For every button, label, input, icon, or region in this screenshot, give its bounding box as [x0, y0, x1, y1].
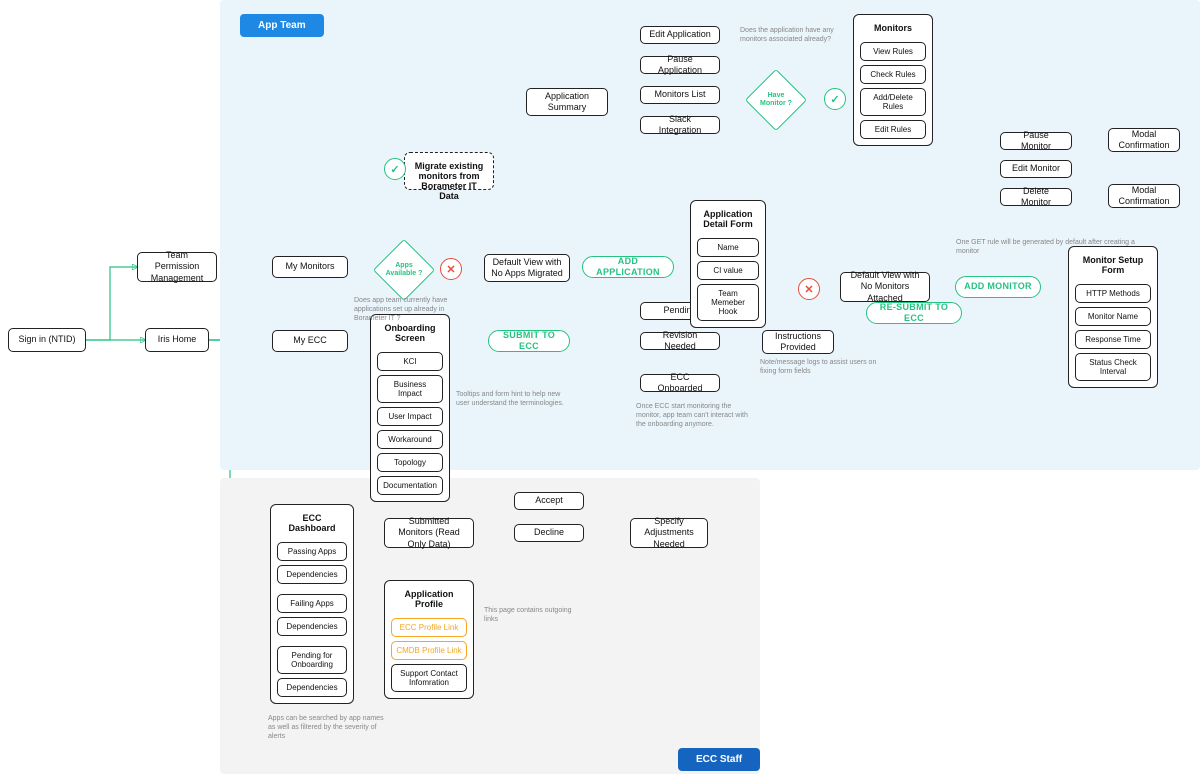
node-accept: Accept — [514, 492, 584, 510]
note-n1: Does app team currently have application… — [354, 296, 464, 323]
node-modal2: Modal Confirmation — [1108, 184, 1180, 208]
node-slack: Slack Integration — [640, 116, 720, 134]
decision-label: Have Monitor ? — [755, 79, 797, 121]
panel-item: KCI — [377, 352, 443, 371]
node-editmon: Edit Monitor — [1000, 160, 1072, 178]
check-icon: ✓ — [824, 88, 846, 110]
node-editapp: Edit Application — [640, 26, 720, 44]
node-appsummary: Application Summary — [526, 88, 608, 116]
decision-label: Apps Available ? — [383, 249, 425, 291]
panel-migrate: Migrate existing monitors from Borameter… — [404, 152, 494, 190]
panel-item: Business Impact — [377, 375, 443, 403]
note-n3: Once ECC start monitoring the monitor, a… — [636, 402, 756, 429]
panel-item: Failing Apps — [277, 594, 347, 613]
node-monlist: Monitors List — [640, 86, 720, 104]
panel-item: Support Contact Infomration — [391, 664, 467, 692]
panel-title: ECC Dashboard — [277, 511, 347, 538]
panel-monitors: Monitors View Rules Check Rules Add/Delete … — [853, 14, 933, 146]
edge — [86, 267, 137, 340]
note-n5: Does the application have any monitors a… — [740, 26, 840, 44]
panel-item: CMDB Profile Link — [391, 641, 467, 660]
panel-title: Monitor Setup Form — [1075, 253, 1151, 280]
node-spec: Specify Adjustments Needed — [630, 518, 708, 548]
panel-item: Edit Rules — [860, 120, 926, 139]
note-n6: One GET rule will be generated by defaul… — [956, 238, 1146, 256]
panel-title: Onboarding Screen — [377, 321, 443, 348]
node-pausemon: Pause Monitor — [1000, 132, 1072, 150]
panel-item: Name — [697, 238, 759, 257]
node-myecc: My ECC — [272, 330, 348, 352]
panel-title: Migrate existing monitors from Borameter… — [411, 159, 487, 206]
zone-ecc-label: ECC Staff — [678, 748, 760, 771]
panel-title: Application Profile — [391, 587, 467, 614]
panel-item: Team Memeber Hook — [697, 284, 759, 321]
node-submitecc: SUBMIT TO ECC — [488, 330, 570, 352]
node-mymonitors: My Monitors — [272, 256, 348, 278]
panel-title: Monitors — [860, 21, 926, 38]
panel-item: ECC Profile Link — [391, 618, 467, 637]
node-modal1: Modal Confirmation — [1108, 128, 1180, 152]
node-delmon: Delete Monitor — [1000, 188, 1072, 206]
cross-icon: ✕ — [798, 278, 820, 300]
note-n4: Note/message logs to assist users on fix… — [760, 358, 880, 376]
panel-item: User Impact — [377, 407, 443, 426]
panel-item: Response Time — [1075, 330, 1151, 349]
note-n8: This page contains outgoing links — [484, 606, 574, 624]
node-instr: Instructions Provided — [762, 330, 834, 354]
node-pauseapp: Pause Application — [640, 56, 720, 74]
panel-item: Add/Delete Rules — [860, 88, 926, 116]
node-decline: Decline — [514, 524, 584, 542]
node-signin: Sign in (NTID) — [8, 328, 86, 352]
node-defaultmon: Default View with No Monitors Attached — [840, 272, 930, 302]
panel-item: Passing Apps — [277, 542, 347, 561]
node-irishome: Iris Home — [145, 328, 209, 352]
node-submittedm: Submitted Monitors (Read Only Data) — [384, 518, 474, 548]
cross-icon: ✕ — [440, 258, 462, 280]
panel-appprof: Application Profile ECC Profile Link CMDB … — [384, 580, 474, 699]
panel-item: CI value — [697, 261, 759, 280]
panel-item: View Rules — [860, 42, 926, 61]
panel-onboard: Onboarding Screen KCI Business Impact User … — [370, 314, 450, 502]
panel-title: Application Detail Form — [697, 207, 759, 234]
panel-item: Dependencies — [277, 678, 347, 697]
panel-item: Topology — [377, 453, 443, 472]
panel-item: Status Check Interval — [1075, 353, 1151, 381]
panel-item: HTTP Methods — [1075, 284, 1151, 303]
panel-item: Documentation — [377, 476, 443, 495]
zone-app-label: App Team — [240, 14, 324, 37]
node-addapp: ADD APPLICATION — [582, 256, 674, 278]
panel-item: Monitor Name — [1075, 307, 1151, 326]
panel-eccdash: ECC Dashboard Passing Apps Dependencies Fai… — [270, 504, 354, 704]
node-eccon: ECC Onboarded — [640, 374, 720, 392]
check-icon: ✓ — [384, 158, 406, 180]
panel-item: Dependencies — [277, 565, 347, 584]
node-revision: Revision Needed — [640, 332, 720, 350]
panel-appdetail: Application Detail Form Name CI value Team … — [690, 200, 766, 328]
panel-monsetup: Monitor Setup Form HTTP Methods Monitor Na… — [1068, 246, 1158, 388]
panel-item: Check Rules — [860, 65, 926, 84]
panel-item: Workaround — [377, 430, 443, 449]
note-n2: Tooltips and form hint to help new user … — [456, 390, 566, 408]
note-n7: Apps can be searched by app names as wel… — [268, 714, 388, 741]
panel-item: Pending for Onboarding — [277, 646, 347, 674]
node-defaultview: Default View with No Apps Migrated — [484, 254, 570, 282]
node-addmon: ADD MONITOR — [955, 276, 1041, 298]
node-resubmit: RE-SUBMIT TO ECC — [866, 302, 962, 324]
panel-item: Dependencies — [277, 617, 347, 636]
node-teamperm: Team Permission Management — [137, 252, 217, 282]
